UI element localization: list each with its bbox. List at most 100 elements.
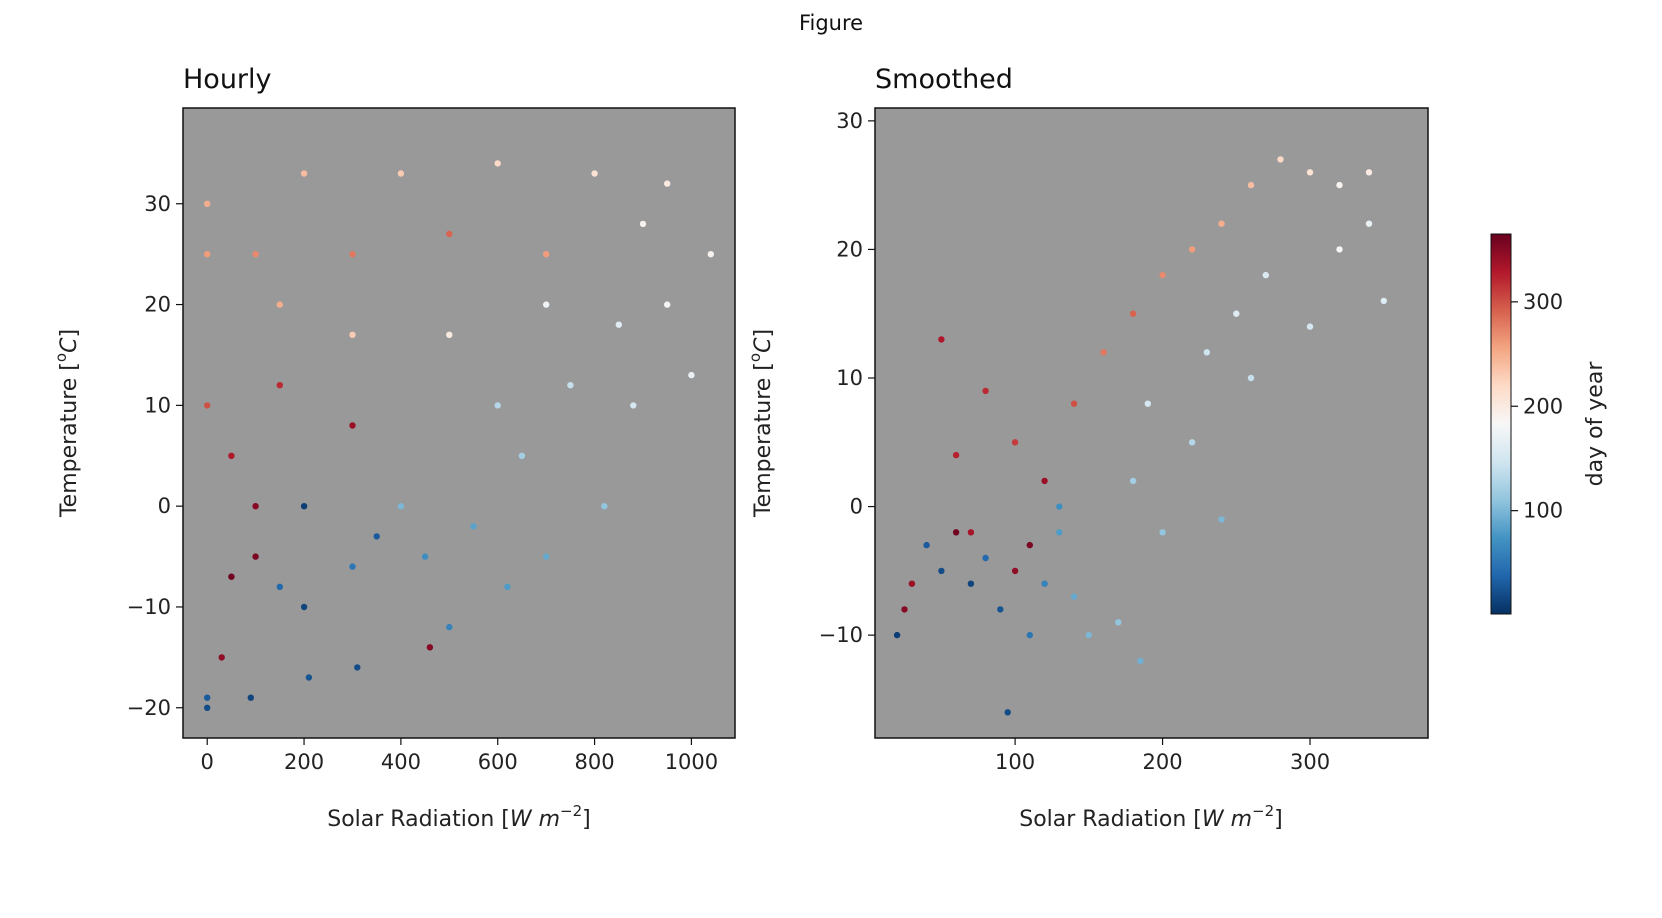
data-point <box>218 654 225 661</box>
x-tick-label: 600 <box>478 750 518 774</box>
data-point <box>1056 503 1063 510</box>
data-point <box>1100 349 1107 356</box>
y-tick-label: 20 <box>836 237 863 261</box>
data-point <box>615 321 622 328</box>
hourly-x-ticks: 0 200 400 600 800 1000 <box>201 738 718 774</box>
data-point <box>1188 439 1196 446</box>
data-point <box>967 580 975 587</box>
data-point <box>349 563 356 570</box>
hourly-x-axis-label: Solar Radiation [W m−2] <box>327 802 591 832</box>
data-point <box>421 553 429 560</box>
data-point <box>494 402 501 409</box>
data-point <box>1056 529 1063 536</box>
data-point <box>300 170 308 177</box>
data-point <box>276 301 283 308</box>
x-tick-label: 200 <box>284 750 324 774</box>
data-point <box>967 529 975 536</box>
y-tick-label: 0 <box>850 495 863 519</box>
y-tick-label: −10 <box>127 595 171 619</box>
smoothed-title: Smoothed <box>875 64 1013 95</box>
data-point <box>204 200 211 207</box>
data-point <box>567 382 574 389</box>
data-point <box>1380 297 1388 305</box>
data-point <box>1144 400 1152 407</box>
x-tick-label: 1000 <box>665 750 718 774</box>
y-tick-label: 20 <box>144 293 171 317</box>
data-point <box>707 251 714 258</box>
data-point <box>601 503 608 510</box>
smoothed-points <box>893 156 1388 716</box>
data-point <box>397 503 405 510</box>
y-tick-label: 0 <box>158 494 171 518</box>
x-tick-label: 400 <box>381 750 421 774</box>
data-point <box>901 606 908 613</box>
data-point <box>982 387 989 395</box>
data-point <box>1011 439 1019 446</box>
colorbar-gradient <box>1490 233 1512 615</box>
data-point <box>1129 477 1137 485</box>
hourly-frame <box>182 107 736 739</box>
data-point <box>252 553 259 560</box>
data-point <box>1365 220 1373 227</box>
data-point <box>1336 246 1343 253</box>
data-point <box>1262 271 1270 279</box>
data-point <box>952 529 960 536</box>
data-point <box>1159 529 1166 536</box>
data-point <box>1026 541 1034 549</box>
data-point <box>228 573 235 580</box>
data-point <box>1085 631 1093 639</box>
colorbar-tick-label: 100 <box>1523 499 1563 523</box>
data-point <box>446 230 453 238</box>
colorbar: 100 200 300 day of year <box>1490 233 1608 615</box>
data-point <box>1247 181 1255 189</box>
data-point <box>1129 310 1137 317</box>
data-point <box>354 664 361 671</box>
data-point <box>1115 619 1122 626</box>
colorbar-tick-label: 300 <box>1523 290 1563 314</box>
data-point <box>397 170 405 177</box>
data-point <box>664 180 671 187</box>
y-tick-label: −10 <box>819 623 863 647</box>
data-point <box>997 606 1004 613</box>
data-point <box>300 503 308 510</box>
smoothed-subplot: 100 200 300 −10 0 10 20 30 Smoothed Solar Radi… <box>746 64 1429 832</box>
colorbar-label: day of year <box>1583 361 1608 487</box>
data-point <box>1041 580 1048 587</box>
x-tick-label: 200 <box>1143 750 1183 774</box>
data-point <box>276 583 283 590</box>
data-point <box>1026 631 1034 639</box>
y-tick-label: 10 <box>836 366 863 390</box>
data-point <box>1218 220 1225 227</box>
data-point <box>664 301 671 308</box>
smoothed-frame <box>874 107 1429 739</box>
data-point <box>938 336 945 343</box>
data-point <box>446 331 453 338</box>
data-point <box>228 452 235 459</box>
data-point <box>591 170 598 177</box>
data-point <box>1188 246 1196 253</box>
data-point <box>1306 323 1314 330</box>
data-point <box>276 382 283 389</box>
data-point <box>470 523 477 530</box>
data-point <box>349 422 356 429</box>
x-tick-label: 300 <box>1290 750 1330 774</box>
smoothed-x-ticks: 100 200 300 <box>995 738 1330 774</box>
hourly-points <box>204 160 714 711</box>
x-tick-label: 800 <box>575 750 615 774</box>
window-title: Figure <box>798 11 864 35</box>
hourly-subplot: 0 200 400 600 800 1000 −20 −10 0 10 20 30 Hourly S… <box>52 64 736 832</box>
data-point <box>630 402 637 409</box>
data-point <box>1203 349 1211 356</box>
data-point <box>252 503 259 510</box>
data-point <box>543 301 550 308</box>
data-point <box>908 580 916 587</box>
y-tick-label: 10 <box>144 393 171 417</box>
data-point <box>446 623 453 631</box>
data-point <box>305 674 313 681</box>
data-point <box>204 402 211 409</box>
smoothed-y-axis-label: Temperature [oC] <box>746 329 776 518</box>
data-point <box>1011 567 1019 575</box>
data-point <box>1336 181 1343 189</box>
y-tick-label: 30 <box>836 109 863 133</box>
